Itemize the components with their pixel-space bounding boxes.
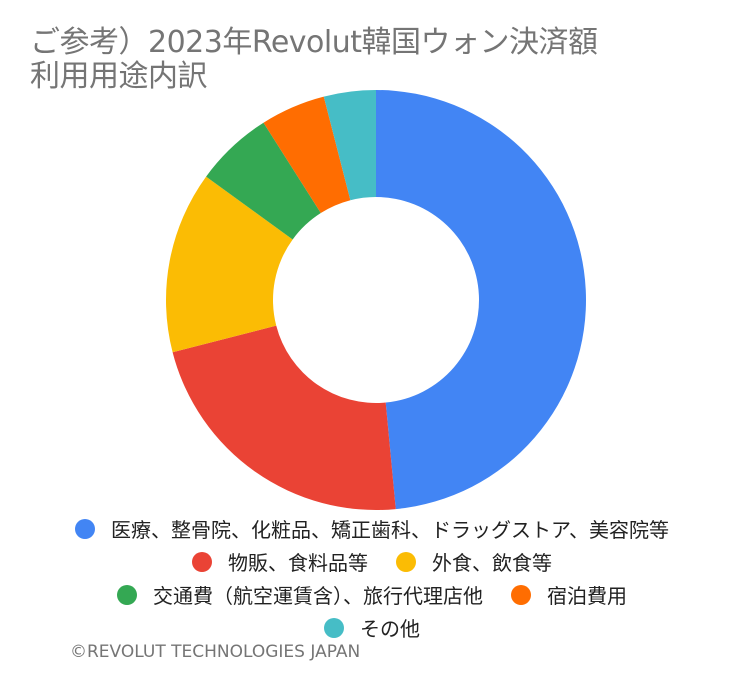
legend-swatch-dining — [396, 551, 416, 572]
legend-item-dining: 外食、飲食等 — [396, 547, 552, 576]
legend-swatch-lodging — [511, 584, 531, 605]
legend-label-other: その他 — [360, 617, 420, 641]
donut-slice-dining — [165, 176, 293, 353]
legend-row: 交通費（航空運賃含）、旅行代理店他 宿泊費用 — [0, 578, 744, 611]
legend-swatch-other — [324, 617, 344, 638]
legend-item-lodging: 宿泊費用 — [511, 580, 627, 609]
legend-item-medical: 医療、整骨院、化粧品、矯正歯科、ドラッグストア、美容院等 — [75, 514, 669, 543]
legend-item-transport: 交通費（航空運賃含）、旅行代理店他 — [117, 580, 483, 609]
donut-chart — [165, 90, 587, 511]
legend-item-other: その他 — [324, 613, 420, 642]
copyright-notice: ©REVOLUT TECHNOLOGIES JAPAN — [70, 642, 361, 662]
legend-row: その他 — [0, 611, 744, 644]
legend-label-transport: 交通費（航空運賃含）、旅行代理店他 — [153, 584, 483, 608]
legend-swatch-retail — [192, 551, 212, 572]
chart-title-line-1: ご参考）2023年Revolut韓国ウォン決済額 — [30, 25, 598, 60]
donut-slice-retail — [172, 325, 396, 511]
donut-slice-other — [323, 90, 376, 201]
legend-row: 物販、食料品等 外食、飲食等 — [0, 545, 744, 578]
legend: 医療、整骨院、化粧品、矯正歯科、ドラッグストア、美容院等 物販、食料品等 外食、… — [0, 512, 744, 644]
legend-item-retail: 物販、食料品等 — [192, 547, 368, 576]
donut-slice-medical — [376, 90, 587, 510]
legend-swatch-transport — [117, 584, 137, 605]
chart-title-line-2: 利用用途内訳 — [30, 59, 208, 94]
donut-slice-transport — [206, 122, 321, 240]
legend-label-medical: 医療、整骨院、化粧品、矯正歯科、ドラッグストア、美容院等 — [111, 518, 669, 542]
chart-title: ご参考）2023年Revolut韓国ウォン決済額 利用用途内訳 — [30, 26, 730, 94]
legend-label-retail: 物販、食料品等 — [228, 551, 368, 575]
legend-label-lodging: 宿泊費用 — [547, 584, 627, 608]
donut-slice-lodging — [263, 96, 351, 214]
legend-row: 医療、整骨院、化粧品、矯正歯科、ドラッグストア、美容院等 — [0, 512, 744, 545]
legend-label-dining: 外食、飲食等 — [432, 551, 552, 575]
legend-swatch-medical — [75, 518, 95, 539]
